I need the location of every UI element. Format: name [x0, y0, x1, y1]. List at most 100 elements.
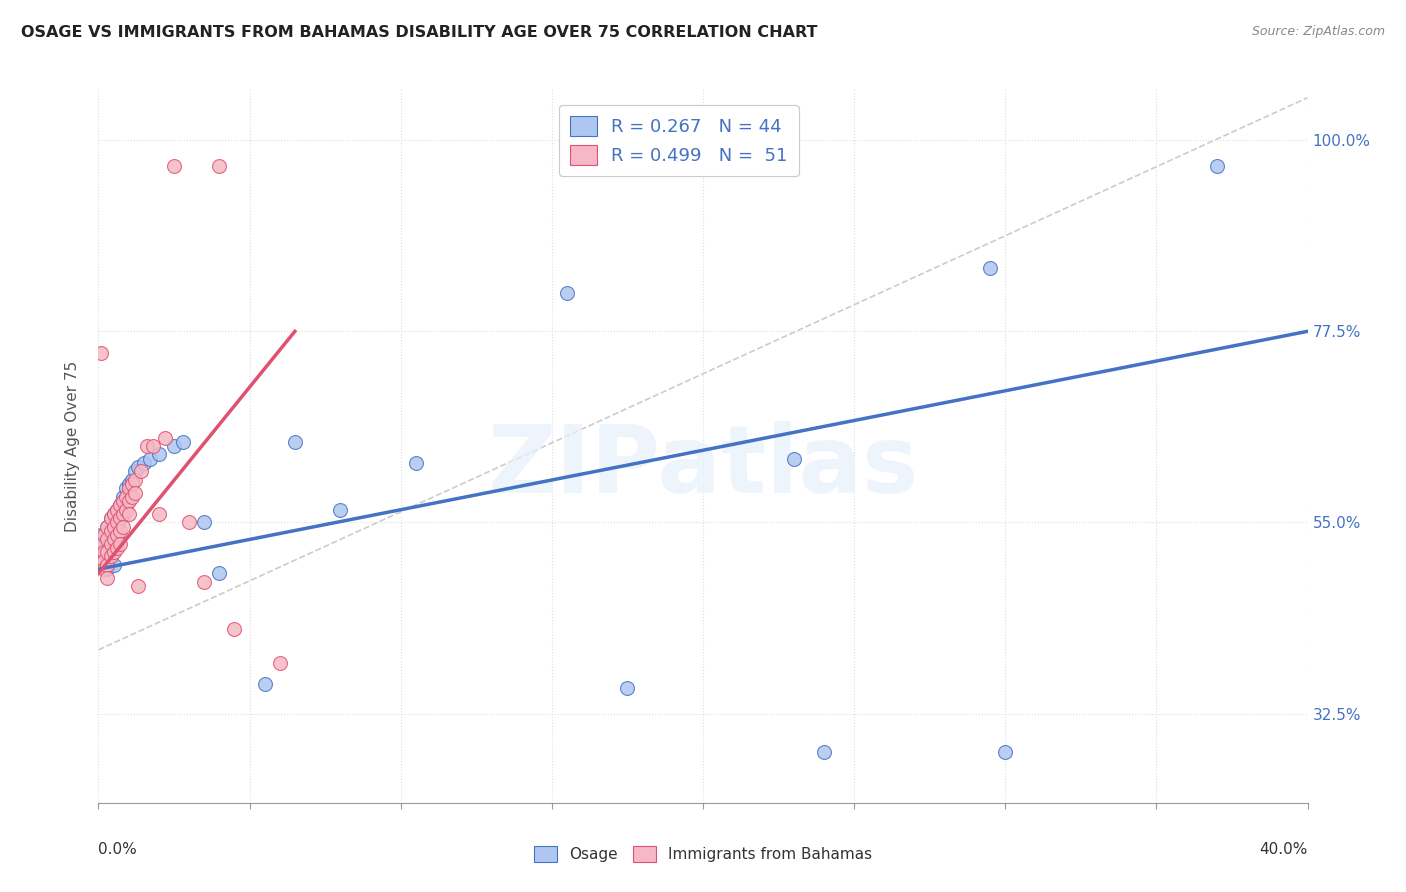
Point [100, 511, 122, 525]
Point [114, 502, 136, 516]
Point [111, 507, 134, 521]
Point [105, 541, 128, 555]
Point [96, 571, 118, 585]
Point [90, 345, 112, 359]
Point [108, 537, 131, 551]
Point [127, 579, 149, 593]
Point [111, 494, 134, 508]
Point [96, 519, 118, 533]
Point [994, 745, 1017, 759]
Point [111, 507, 134, 521]
Point [129, 465, 152, 479]
Point [100, 549, 122, 564]
Legend: Osage, Immigrants from Bahamas: Osage, Immigrants from Bahamas [527, 840, 879, 868]
Point [153, 430, 176, 444]
Point [118, 477, 141, 491]
Point [105, 528, 128, 542]
Point [172, 434, 194, 449]
Point [121, 490, 143, 504]
Point [284, 434, 307, 449]
Point [616, 681, 638, 695]
Point [114, 499, 136, 513]
Point [124, 473, 146, 487]
Point [108, 511, 131, 525]
Point [103, 533, 125, 547]
Point [114, 490, 136, 504]
Point [103, 519, 125, 533]
Point [135, 439, 157, 453]
Point [103, 524, 125, 538]
Point [163, 159, 186, 173]
Point [100, 533, 122, 547]
Text: 0.0%: 0.0% [98, 842, 138, 856]
Point [93, 545, 115, 559]
Point [103, 558, 125, 572]
Point [118, 494, 141, 508]
Point [108, 499, 131, 513]
Text: Source: ZipAtlas.com: Source: ZipAtlas.com [1251, 25, 1385, 38]
Point [111, 519, 134, 533]
Point [93, 528, 115, 542]
Point [142, 439, 165, 453]
Point [121, 477, 143, 491]
Point [329, 502, 352, 516]
Point [90, 537, 112, 551]
Point [132, 456, 155, 470]
Point [96, 545, 118, 559]
Point [93, 537, 115, 551]
Point [118, 507, 141, 521]
Point [124, 465, 146, 479]
Point [103, 507, 125, 521]
Point [114, 482, 136, 496]
Point [108, 524, 131, 538]
Point [121, 473, 143, 487]
Point [105, 502, 128, 516]
Point [405, 456, 427, 470]
Point [1206, 159, 1229, 173]
Point [100, 511, 122, 525]
Point [105, 516, 128, 530]
Point [253, 677, 276, 691]
Point [148, 448, 170, 462]
Point [96, 558, 118, 572]
Point [96, 533, 118, 547]
Point [127, 460, 149, 475]
Point [103, 507, 125, 521]
Text: 40.0%: 40.0% [1260, 842, 1308, 856]
Point [555, 286, 578, 301]
Point [111, 490, 134, 504]
Point [783, 451, 806, 466]
Point [100, 549, 122, 564]
Point [105, 533, 128, 547]
Point [103, 541, 125, 555]
Point [103, 545, 125, 559]
Point [105, 516, 128, 530]
Point [269, 656, 291, 670]
Point [224, 622, 246, 636]
Point [93, 545, 115, 559]
Point [100, 537, 122, 551]
Legend: R = 0.267   N = 44, R = 0.499   N =  51: R = 0.267 N = 44, R = 0.499 N = 51 [560, 105, 799, 176]
Text: ZIPatlas: ZIPatlas [488, 421, 918, 514]
Point [208, 566, 231, 581]
Point [118, 482, 141, 496]
Point [163, 439, 186, 453]
Point [105, 502, 128, 516]
Y-axis label: Disability Age Over 75: Disability Age Over 75 [65, 360, 80, 532]
Point [93, 554, 115, 568]
Text: OSAGE VS IMMIGRANTS FROM BAHAMAS DISABILITY AGE OVER 75 CORRELATION CHART: OSAGE VS IMMIGRANTS FROM BAHAMAS DISABIL… [21, 25, 818, 40]
Point [124, 485, 146, 500]
Point [139, 451, 162, 466]
Point [148, 507, 170, 521]
Point [193, 516, 215, 530]
Point [979, 260, 1001, 275]
Point [90, 528, 112, 542]
Point [813, 745, 835, 759]
Point [96, 554, 118, 568]
Point [100, 524, 122, 538]
Point [208, 159, 231, 173]
Point [96, 519, 118, 533]
Point [96, 562, 118, 576]
Point [179, 516, 201, 530]
Point [93, 562, 115, 576]
